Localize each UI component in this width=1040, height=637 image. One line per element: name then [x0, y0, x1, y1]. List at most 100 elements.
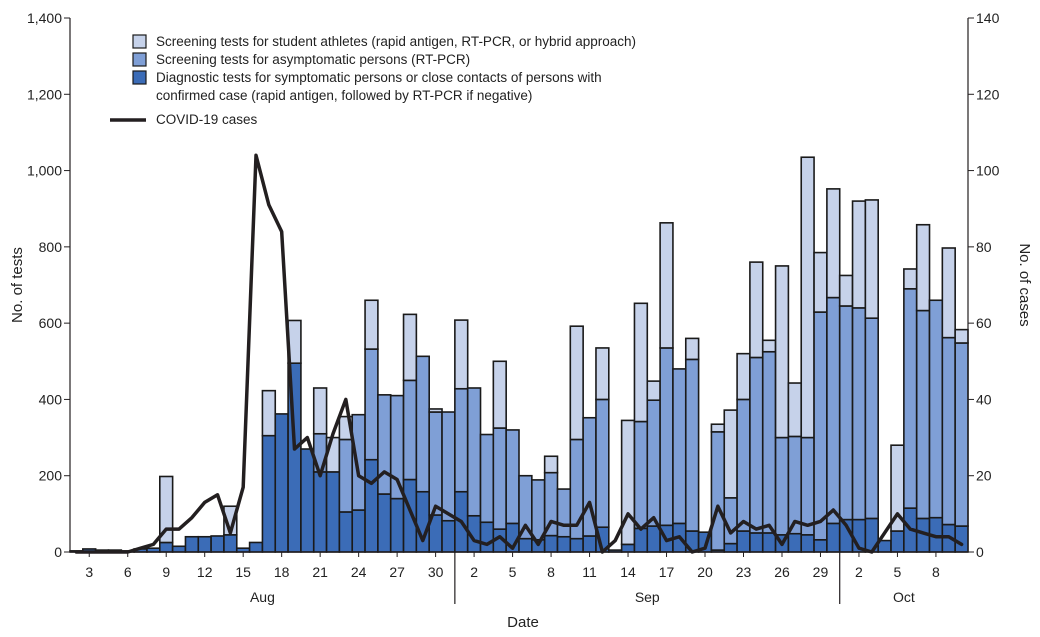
x-tick-label: 23 [736, 564, 752, 580]
bar-asymptomatic-screening [915, 309, 931, 520]
bar-diagnostic [223, 534, 238, 553]
y-right-tick-label: 140 [976, 10, 1000, 26]
legend-swatch [132, 52, 147, 67]
bar-asymptomatic-screening [941, 336, 956, 526]
bar-athlete-screening [826, 188, 841, 299]
bar-athlete-screening [364, 299, 379, 350]
bar-diagnostic [274, 413, 289, 553]
x-axis-title: Date [507, 614, 539, 631]
bar-asymptomatic-screening [761, 350, 777, 534]
bar-diagnostic [582, 535, 597, 553]
bar-athlete-screening [261, 389, 277, 437]
bar-athlete-screening [723, 409, 738, 499]
bar-asymptomatic-screening [954, 342, 969, 527]
bar-asymptomatic-screening [800, 436, 815, 536]
x-tick-label: 27 [389, 564, 405, 580]
bar-diagnostic [210, 535, 225, 553]
bar-asymptomatic-screening [454, 387, 469, 493]
bar-asymptomatic-screening [787, 435, 803, 535]
bar-diagnostic [197, 535, 212, 553]
y-left-tick-label: 1,400 [27, 10, 62, 26]
bar-asymptomatic-screening [492, 427, 507, 530]
bar-diagnostic [171, 545, 187, 553]
bar-diagnostic [159, 541, 174, 553]
x-tick-label: 9 [162, 564, 170, 580]
bar-athlete-screening [312, 387, 328, 435]
month-label: Aug [250, 589, 275, 605]
bar-athlete-screening [813, 251, 828, 313]
y-right-tick-label: 20 [976, 468, 992, 484]
x-tick-label: 2 [470, 564, 478, 580]
bar-athlete-screening [941, 247, 956, 339]
legend-swatch [132, 34, 147, 49]
bar-asymptomatic-screening [903, 288, 918, 509]
bar-asymptomatic-screening [928, 299, 944, 519]
x-tick-label: 8 [547, 564, 555, 580]
bar-athlete-screening [800, 156, 815, 439]
bar-diagnostic [890, 530, 905, 553]
legend-label: Screening tests for student athletes (ra… [156, 34, 636, 49]
bar-diagnostic [543, 534, 559, 553]
bar-diagnostic [556, 535, 572, 553]
bar-asymptomatic-screening [813, 311, 828, 541]
x-tick-label: 5 [894, 564, 902, 580]
bar-athlete-screening [454, 319, 469, 390]
x-tick-label: 26 [774, 564, 790, 580]
bar-asymptomatic-screening [556, 488, 572, 538]
bar-asymptomatic-screening [659, 347, 674, 527]
bar-athlete-screening [569, 325, 584, 441]
y-left-tick-label: 1,000 [27, 163, 62, 179]
bar-athlete-screening [903, 268, 918, 290]
bar-athlete-screening [954, 328, 969, 344]
y-left-tick-label: 200 [39, 468, 63, 484]
bar-diagnostic [364, 458, 379, 553]
month-label: Oct [893, 589, 915, 605]
x-tick-label: 2 [855, 564, 863, 580]
bar-asymptomatic-screening [736, 398, 751, 532]
y-left-tick-label: 800 [39, 239, 63, 255]
bar-diagnostic [248, 541, 264, 553]
bar-asymptomatic-screening [851, 307, 867, 521]
bar-asymptomatic-screening [377, 394, 392, 495]
bar-athlete-screening [543, 455, 559, 474]
bar-athlete-screening [761, 339, 777, 353]
bar-asymptomatic-screening [466, 387, 482, 517]
y-right-tick-label: 80 [976, 239, 992, 255]
y-right-tick-label: 40 [976, 391, 992, 407]
bar-diagnostic [761, 532, 777, 553]
legend-label: confirmed case (rapid antigen, followed … [156, 88, 532, 103]
x-tick-label: 3 [85, 564, 93, 580]
bar-diagnostic [749, 532, 764, 553]
bar-athlete-screening [159, 475, 174, 544]
bar-diagnostic [377, 493, 392, 553]
y-left-tick-label: 400 [39, 391, 63, 407]
bar-asymptomatic-screening [684, 358, 700, 532]
bar-asymptomatic-screening [428, 411, 443, 516]
y-left-tick-label: 600 [39, 315, 63, 331]
bar-diagnostic [646, 525, 661, 553]
bar-diagnostic [415, 490, 430, 553]
legend-swatch [132, 70, 147, 85]
bar-asymptomatic-screening [838, 305, 854, 521]
bar-asymptomatic-screening [531, 479, 546, 541]
bar-asymptomatic-screening [351, 413, 366, 511]
legend-label: COVID-19 cases [156, 112, 258, 127]
x-tick-label: 20 [697, 564, 713, 580]
bar-athlete-screening [787, 382, 803, 438]
bar-asymptomatic-screening [672, 368, 687, 525]
y-left-tick-label: 1,200 [27, 86, 62, 102]
bar-diagnostic [736, 530, 751, 553]
bar-athlete-screening [774, 265, 790, 439]
bar-asymptomatic-screening [710, 431, 726, 551]
bar-asymptomatic-screening [826, 296, 841, 525]
legend-label: Screening tests for asymptomatic persons… [156, 52, 470, 67]
x-tick-label: 21 [312, 564, 328, 580]
bar-asymptomatic-screening [402, 379, 418, 481]
bars-layer [69, 156, 969, 553]
bar-athlete-screening [864, 199, 879, 319]
bar-diagnostic [261, 434, 277, 553]
x-tick-label: 14 [620, 564, 636, 580]
y-axis-left-title: No. of tests [9, 247, 26, 323]
bar-athlete-screening [838, 274, 854, 307]
